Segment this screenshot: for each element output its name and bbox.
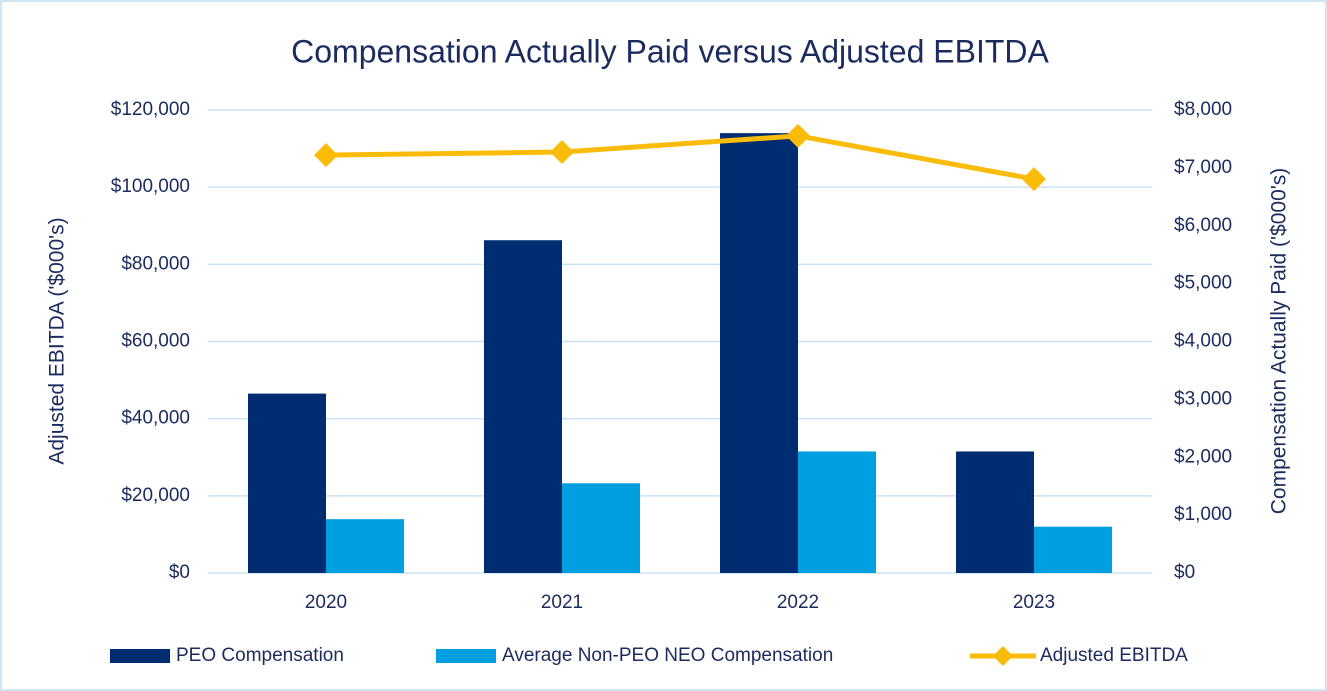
- bar: [956, 451, 1034, 573]
- legend-label: Adjusted EBITDA: [1040, 645, 1188, 666]
- x-tick-label: 2021: [541, 592, 583, 613]
- y2-tick-label: $0: [1174, 562, 1195, 583]
- legend-swatch: [993, 646, 1013, 666]
- chart-title: Compensation Actually Paid versus Adjust…: [291, 33, 1049, 69]
- y-tick-label: $40,000: [121, 408, 190, 429]
- bar: [798, 451, 876, 573]
- y2-tick-label: $5,000: [1174, 273, 1232, 294]
- bar: [720, 133, 798, 573]
- y2-tick-label: $4,000: [1174, 331, 1232, 352]
- y2-tick-label: $1,000: [1174, 504, 1232, 525]
- y-tick-label: $0: [169, 562, 190, 583]
- marker: [1022, 167, 1046, 192]
- y2-tick-label: $6,000: [1174, 215, 1232, 236]
- x-tick-label: 2020: [305, 592, 347, 613]
- legend-swatch: [110, 649, 170, 663]
- y2-tick-label: $8,000: [1174, 99, 1232, 120]
- y2-tick-label: $7,000: [1174, 157, 1232, 178]
- legend-swatch: [436, 649, 496, 663]
- marker: [550, 140, 574, 165]
- bar: [326, 519, 404, 573]
- bar: [248, 393, 326, 573]
- legend-label: Average Non-PEO NEO Compensation: [502, 645, 833, 666]
- x-tick-label: 2023: [1013, 592, 1055, 613]
- y2-tick-label: $2,000: [1174, 446, 1232, 467]
- legend-label: PEO Compensation: [176, 645, 344, 666]
- y2-tick-label: $3,000: [1174, 388, 1232, 409]
- bar: [1034, 526, 1112, 573]
- marker: [786, 123, 810, 148]
- y-axis-title: Adjusted EBITDA ('$000's): [46, 217, 69, 464]
- y-tick-label: $20,000: [121, 485, 190, 506]
- y-tick-label: $60,000: [121, 331, 190, 352]
- marker: [314, 143, 338, 168]
- line: [325, 133, 1035, 182]
- bar: [484, 240, 562, 573]
- x-tick-label: 2022: [777, 592, 819, 613]
- bar: [562, 483, 640, 573]
- y-tick-label: $100,000: [111, 176, 190, 197]
- y-tick-label: $120,000: [111, 99, 190, 120]
- y2-axis-title: Compensation Actually Paid ('$000's): [1268, 168, 1291, 515]
- y-tick-label: $80,000: [121, 253, 190, 274]
